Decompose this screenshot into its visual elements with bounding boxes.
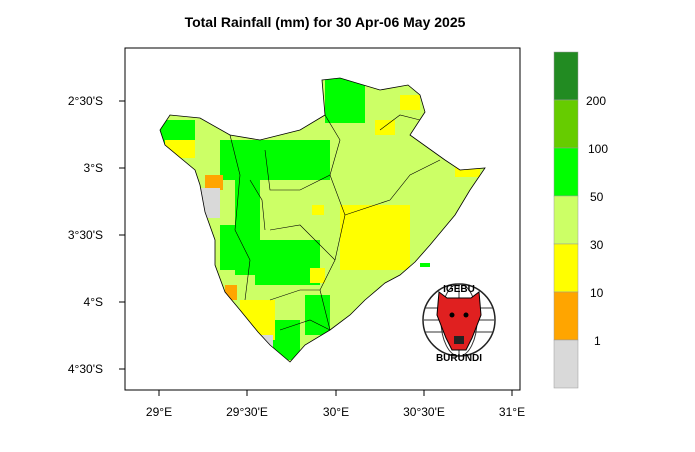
legend-label: 1 <box>594 334 601 348</box>
legend-swatch <box>553 339 579 389</box>
lake-rain-patch <box>420 263 430 267</box>
y-tick-label: 2°30'S <box>68 94 103 108</box>
logo-top-text: IGEBU <box>443 284 475 295</box>
logo-bottom-text: BURUNDI <box>436 353 482 364</box>
legend-label: 10 <box>590 286 604 300</box>
country-border <box>159 77 486 363</box>
x-tick-label: 29°30'E <box>226 405 268 419</box>
y-tick-label: 3°30'S <box>68 228 103 242</box>
x-tick-label: 30°E <box>323 405 349 419</box>
y-tick-label: 3°S <box>84 161 103 175</box>
color-legend <box>553 51 579 389</box>
legend-label: 50 <box>590 190 604 204</box>
legend-label: 200 <box>586 94 606 108</box>
legend-swatch <box>553 243 579 293</box>
legend-swatch <box>553 147 579 197</box>
x-tick-label: 29°E <box>146 405 172 419</box>
legend-swatch <box>553 99 579 149</box>
legend-swatch <box>553 291 579 341</box>
legend-swatch <box>553 195 579 245</box>
province-borders <box>229 114 441 331</box>
axis-ticks <box>119 100 513 396</box>
x-tick-label: 30°30'E <box>403 405 445 419</box>
legend-label: 100 <box>588 142 608 156</box>
igebu-logo: IGEBU BURUNDI <box>422 283 496 364</box>
y-tick-label: 4°30'S <box>68 362 103 376</box>
y-tick-label: 4°S <box>84 295 103 309</box>
legend-swatch <box>553 51 579 101</box>
x-tick-label: 31°E <box>499 405 525 419</box>
map-title: Total Rainfall (mm) for 30 Apr-06 May 20… <box>184 14 466 30</box>
legend-label: 30 <box>590 238 604 252</box>
